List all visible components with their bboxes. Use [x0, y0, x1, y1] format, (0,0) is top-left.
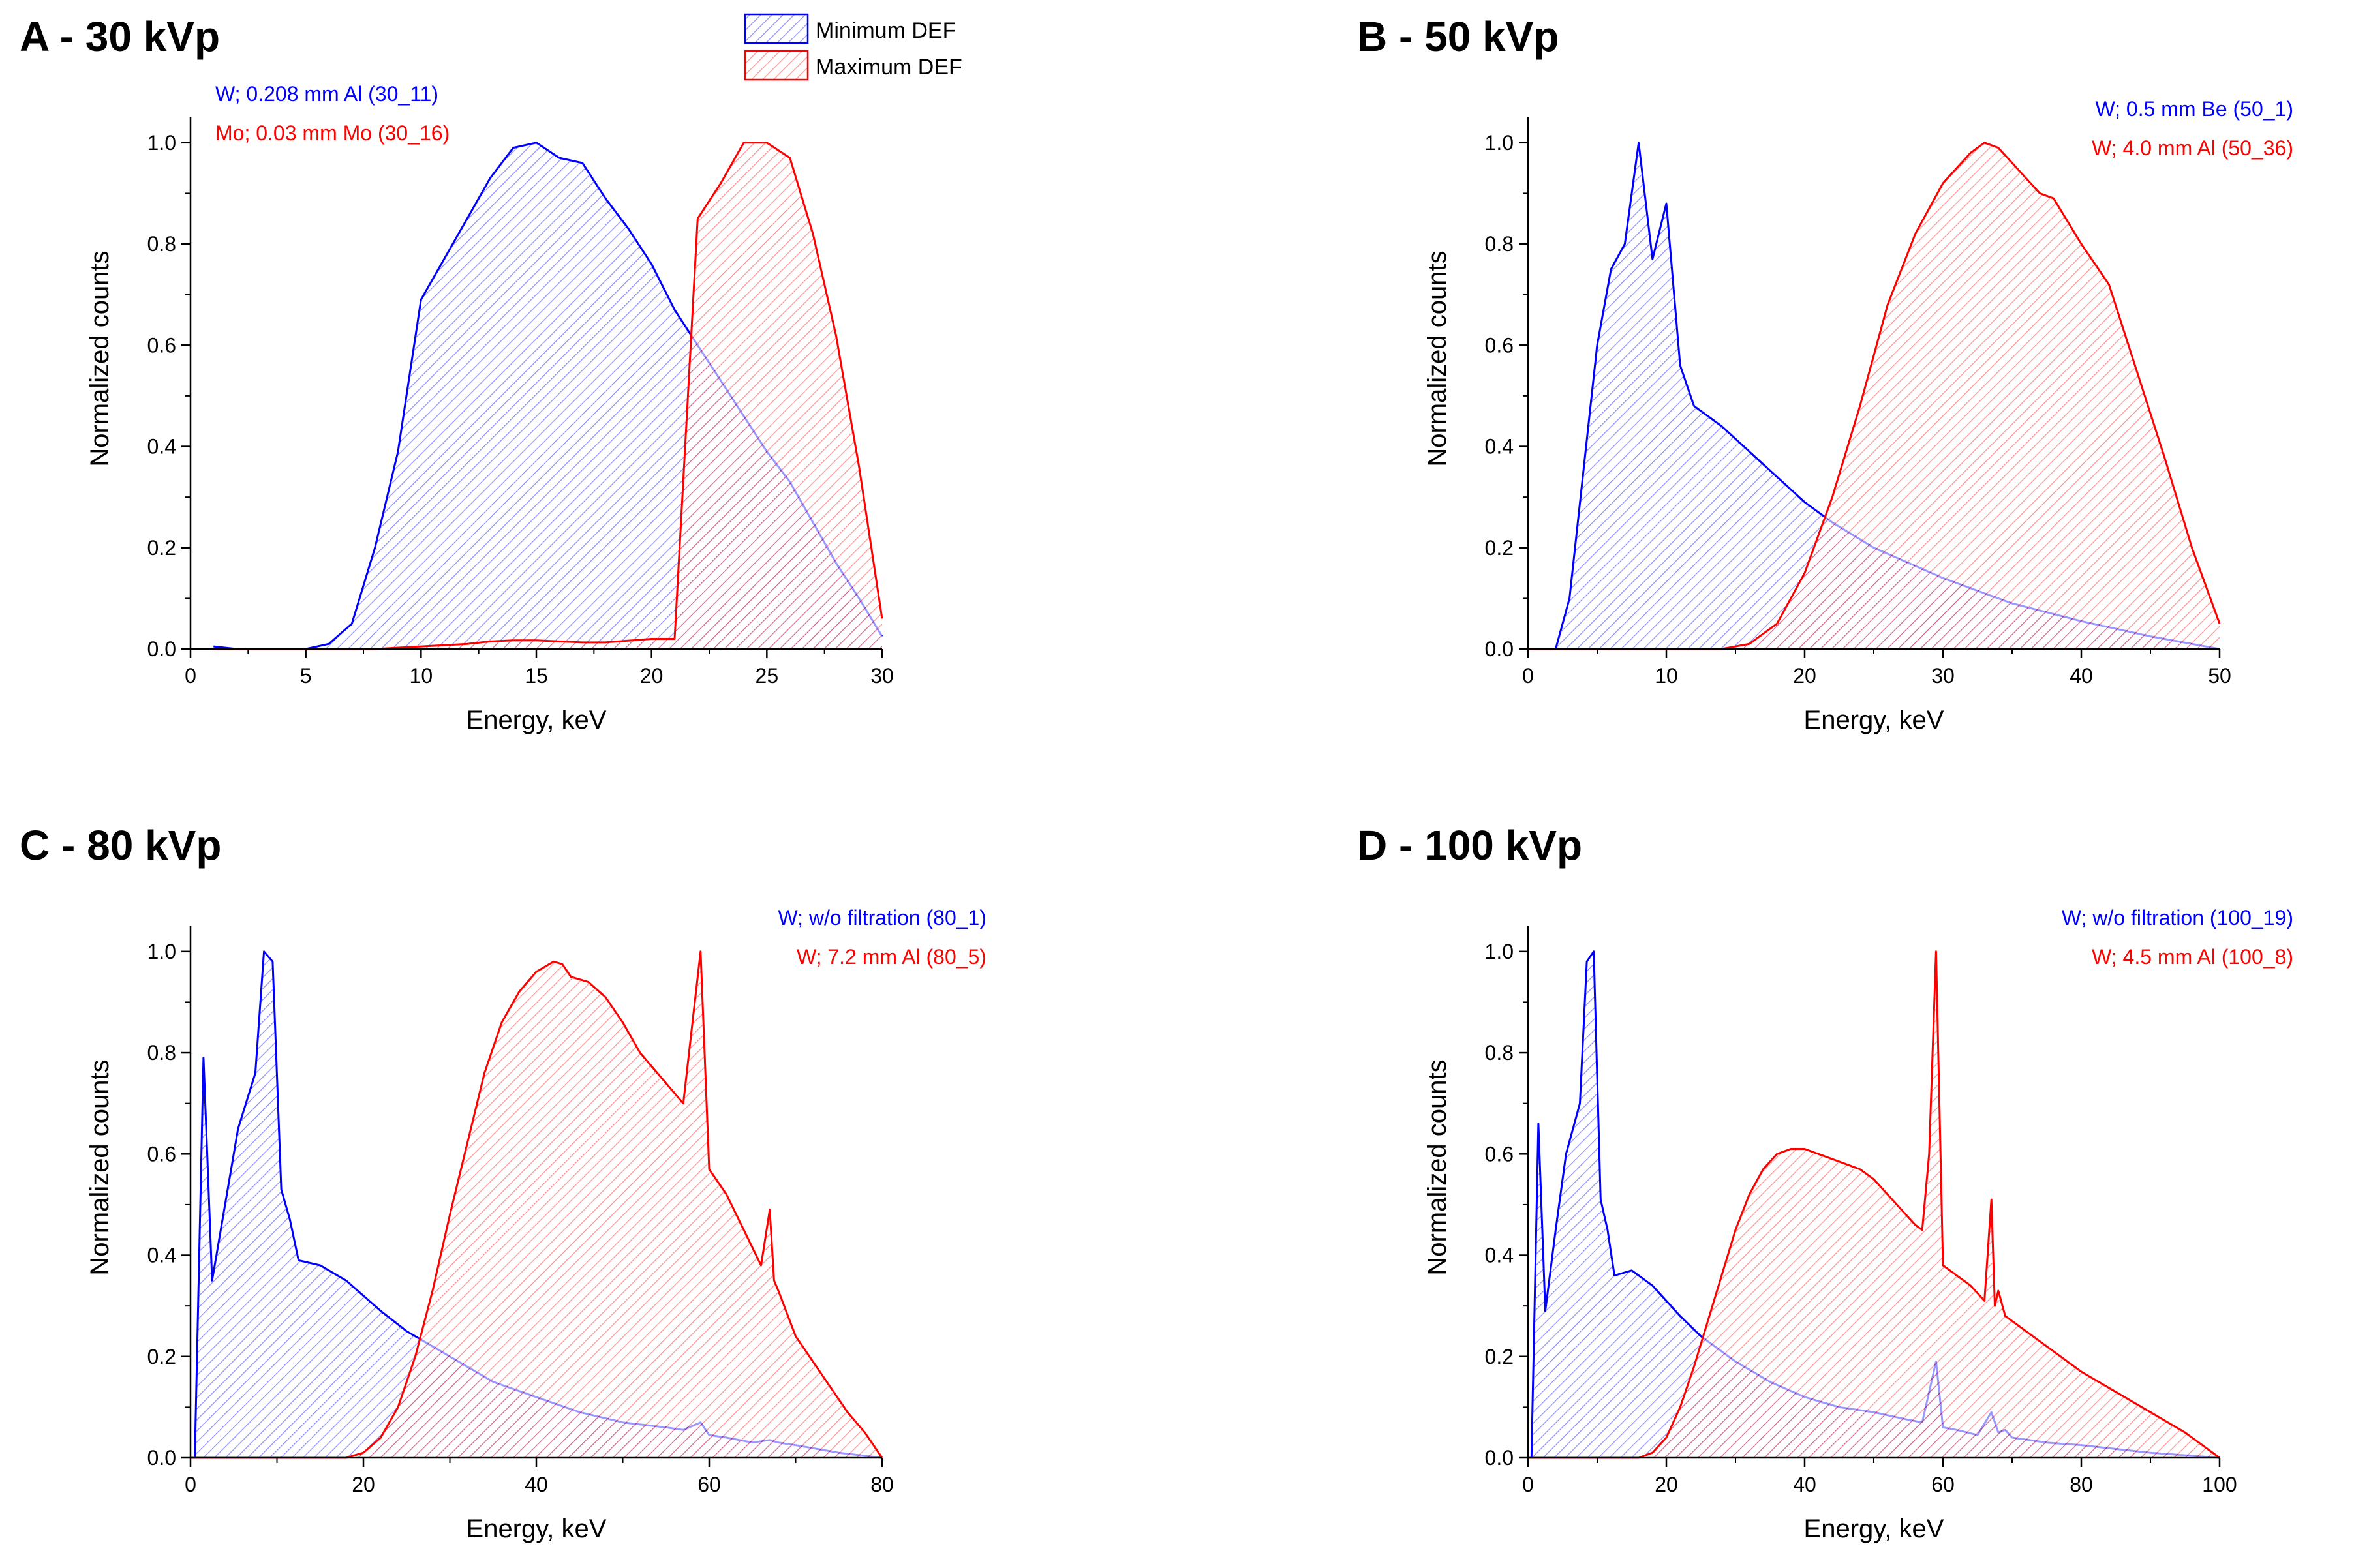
panel-a-x-tick-label: 5 — [300, 664, 312, 687]
panel-c-annotation-min: W; w/o filtration (80_1) — [778, 906, 986, 929]
panel-d-max-line — [1528, 950, 2220, 1459]
panel-b-y-tick-label: 0.0 — [1485, 637, 1514, 661]
panel-b-title: B - 50 kVp — [1357, 13, 1559, 60]
panel-c-min-area — [191, 951, 882, 1458]
panel-a-annotation-min: W; 0.208 mm Al (30_11) — [215, 82, 438, 106]
panel-a-y-tick-label: 0.2 — [147, 536, 176, 560]
panel-a-title: A - 30 kVp — [20, 13, 220, 60]
panel-d-ylabel: Normalized counts — [1423, 1059, 1452, 1275]
panel-d-y-tick-label: 1.0 — [1485, 940, 1514, 963]
panel-c-y-tick-label: 0.8 — [147, 1041, 176, 1064]
panel-d-title: D - 100 kVp — [1357, 822, 1582, 869]
panel-d-plot: 0 20 40 60 80 100 0.0 0.2 0.4 0.6 0.8 1.0 — [1485, 926, 2237, 1496]
panel-b-annotation-max: W; 4.0 mm Al (50_36) — [2092, 136, 2293, 160]
panel-b-x-tick-label: 50 — [2208, 664, 2231, 687]
panel-b-y-tick-label: 0.4 — [1485, 435, 1514, 459]
panel-b-plot: 0 10 20 30 40 50 0.0 0.2 0.4 0.6 0.8 1.0 — [1485, 117, 2231, 687]
panel-d-y-tick-label: 0.4 — [1485, 1244, 1514, 1267]
panel-a-x-tick-label: 30 — [870, 664, 894, 687]
panel-c-y-tick-label: 1.0 — [147, 940, 176, 963]
panel-a-max-area — [213, 142, 882, 650]
panel-d-x-tick-label: 100 — [2202, 1473, 2237, 1496]
panel-c-max-area — [191, 951, 882, 1458]
panel-b-max-area — [1528, 142, 2220, 650]
panel-d-y-tick-label: 0.2 — [1485, 1345, 1514, 1368]
panel-a: A - 30 kVp 0 5 10 15 20 25 30 0.0 0.2 0.4 0.6 0.8 1.… — [20, 13, 894, 734]
panel-a-xlabel: Energy, keV — [466, 706, 607, 734]
legend-label-max: Maximum DEF — [816, 55, 962, 80]
panel-c-title: C - 80 kVp — [20, 822, 221, 869]
panel-c-y-tick-label: 0.0 — [147, 1446, 176, 1470]
panel-b-ylabel: Normalized counts — [1423, 250, 1452, 466]
panel-b-annotation-min: W; 0.5 mm Be (50_1) — [2095, 97, 2293, 121]
panel-a-x-tick-label: 20 — [640, 664, 664, 687]
panel-c-x-tick-label: 20 — [352, 1473, 375, 1496]
panel-a-y-tick-label: 0.6 — [147, 333, 176, 357]
panel-a-y-tick-label: 1.0 — [147, 131, 176, 155]
panel-b-max-line — [1528, 142, 2221, 650]
panel-b-x-tick-label: 10 — [1655, 664, 1678, 687]
panel-b-x-tick-label: 0 — [1522, 664, 1534, 687]
panel-c-plot: 0 20 40 60 80 0.0 0.2 0.4 0.6 0.8 1.0 — [147, 926, 894, 1496]
panel-d-y-tick-label: 0.6 — [1485, 1142, 1514, 1166]
legend: Minimum DEF Maximum DEF — [744, 13, 962, 81]
panel-a-max-line — [213, 142, 883, 650]
panel-a-y-tick-label: 0.8 — [147, 232, 176, 256]
panel-d-min-area — [1528, 951, 2220, 1458]
panel-c-y-tick-label: 0.6 — [147, 1142, 176, 1166]
panel-a-x-tick-label: 0 — [185, 664, 196, 687]
panel-b-x-tick-label: 40 — [2070, 664, 2093, 687]
panel-d-xlabel: Energy, keV — [1804, 1515, 1944, 1543]
panel-c-x-tick-label: 60 — [697, 1473, 721, 1496]
panel-c-annotation-max: W; 7.2 mm Al (80_5) — [797, 945, 986, 969]
panel-b: B - 50 kVp 0 10 20 30 40 50 0.0 0.2 0.4 0.6 0.8 1.0… — [1357, 13, 2293, 734]
panel-c-x-tick-label: 40 — [525, 1473, 548, 1496]
panel-b-x-tick-label: 30 — [1931, 664, 1955, 687]
panel-b-y-tick-label: 0.2 — [1485, 536, 1514, 560]
panel-d: D - 100 kVp 0 20 40 60 80 100 0.0 0.2 0.4 0.6 0.8 1… — [1357, 822, 2293, 1543]
panel-a-annotation-max: Mo; 0.03 mm Mo (30_16) — [215, 121, 450, 145]
panel-b-xlabel: Energy, keV — [1804, 706, 1944, 734]
panel-b-x-tick-label: 20 — [1793, 664, 1816, 687]
panel-a-plot: 0 5 10 15 20 25 30 0.0 0.2 0.4 0.6 0.8 1.0 — [147, 117, 894, 687]
panel-a-y-tick-label: 0.0 — [147, 637, 176, 661]
panel-d-x-tick-label: 20 — [1655, 1473, 1678, 1496]
panel-c-ylabel: Normalized counts — [85, 1059, 114, 1275]
panel-b-y-tick-label: 0.8 — [1485, 232, 1514, 256]
panel-d-x-tick-label: 0 — [1522, 1473, 1534, 1496]
panel-d-x-tick-label: 60 — [1931, 1473, 1955, 1496]
panel-a-ylabel: Normalized counts — [85, 250, 114, 466]
legend-label-min: Minimum DEF — [816, 18, 956, 43]
panel-b-y-tick-label: 1.0 — [1485, 131, 1514, 155]
panel-d-y-tick-label: 0.0 — [1485, 1446, 1514, 1470]
panel-c-y-tick-label: 0.2 — [147, 1345, 176, 1368]
legend-swatch-max — [744, 50, 809, 81]
panel-c: C - 80 kVp 0 20 40 60 80 0.0 0.2 0.4 0.6 0.8 1.0 W… — [20, 822, 986, 1543]
panel-d-x-tick-label: 40 — [1793, 1473, 1816, 1496]
panel-c-max-line — [191, 950, 883, 1459]
panel-c-xlabel: Energy, keV — [466, 1515, 607, 1543]
panel-a-x-tick-label: 10 — [410, 664, 433, 687]
panel-d-y-tick-label: 0.8 — [1485, 1041, 1514, 1064]
panel-c-x-tick-label: 80 — [870, 1473, 894, 1496]
panel-c-y-tick-label: 0.4 — [147, 1244, 176, 1267]
panel-d-max-area — [1528, 951, 2220, 1458]
panel-d-annotation-max: W; 4.5 mm Al (100_8) — [2092, 945, 2293, 969]
panel-d-annotation-min: W; w/o filtration (100_19) — [2062, 906, 2293, 929]
legend-swatch-min — [744, 13, 809, 44]
panel-c-x-tick-label: 0 — [185, 1473, 196, 1496]
panel-a-x-tick-label: 15 — [525, 664, 548, 687]
panel-a-y-tick-label: 0.4 — [147, 435, 176, 459]
panel-b-min-area — [1528, 142, 2220, 650]
panel-d-x-tick-label: 80 — [2070, 1473, 2093, 1496]
panel-a-x-tick-label: 25 — [756, 664, 779, 687]
panel-b-y-tick-label: 0.6 — [1485, 333, 1514, 357]
